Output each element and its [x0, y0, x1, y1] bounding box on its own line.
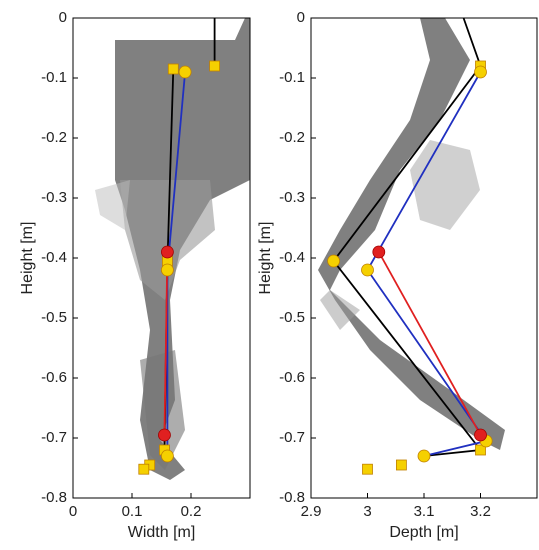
x-axis-label: Depth [m]	[389, 524, 458, 541]
y-tick-label: -0.6	[279, 369, 305, 386]
circle-marker	[373, 246, 385, 258]
x-tick-label: 2.9	[301, 503, 322, 520]
figure: 0-0.1-0.2-0.3-0.4-0.5-0.6-0.7-0.800.10.2…	[0, 0, 539, 550]
circle-marker	[179, 66, 191, 78]
y-tick-label: -0.3	[279, 189, 305, 206]
y-tick-label: -0.8	[41, 489, 67, 506]
x-tick-label: 0	[69, 503, 77, 520]
square-marker	[210, 61, 220, 71]
circle-marker	[475, 66, 487, 78]
x-tick-label: 3	[363, 503, 371, 520]
square-marker	[139, 464, 149, 474]
y-axis-label: Height [m]	[257, 222, 274, 295]
x-tick-label: 0.2	[181, 503, 202, 520]
y-tick-label: -0.2	[279, 129, 305, 146]
square-marker	[363, 464, 373, 474]
x-tick-label: 3.1	[414, 503, 435, 520]
y-tick-label: -0.7	[41, 429, 67, 446]
y-tick-label: -0.7	[279, 429, 305, 446]
y-tick-label: -0.1	[41, 69, 67, 86]
y-axis-label: Height [m]	[19, 222, 36, 295]
circle-marker	[158, 429, 170, 441]
x-tick-label: 0.1	[122, 503, 143, 520]
y-tick-label: 0	[59, 9, 67, 26]
y-tick-label: 0	[297, 9, 305, 26]
point-cloud-right	[318, 18, 505, 450]
series-line	[379, 252, 481, 435]
y-tick-label: -0.4	[41, 249, 67, 266]
y-tick-label: -0.2	[41, 129, 67, 146]
circle-marker	[161, 264, 173, 276]
y-tick-label: -0.1	[279, 69, 305, 86]
square-marker	[396, 460, 406, 470]
y-tick-label: -0.4	[279, 249, 305, 266]
y-tick-label: -0.3	[41, 189, 67, 206]
y-tick-label: -0.5	[41, 309, 67, 326]
y-tick-label: -0.5	[279, 309, 305, 326]
circle-marker	[328, 255, 340, 267]
x-axis-label: Width [m]	[128, 524, 196, 541]
circle-marker	[362, 264, 374, 276]
circle-marker	[418, 450, 430, 462]
square-marker	[168, 64, 178, 74]
circle-marker	[475, 429, 487, 441]
circle-marker	[161, 246, 173, 258]
y-tick-label: -0.6	[41, 369, 67, 386]
circle-marker	[161, 450, 173, 462]
x-tick-label: 3.2	[470, 503, 491, 520]
